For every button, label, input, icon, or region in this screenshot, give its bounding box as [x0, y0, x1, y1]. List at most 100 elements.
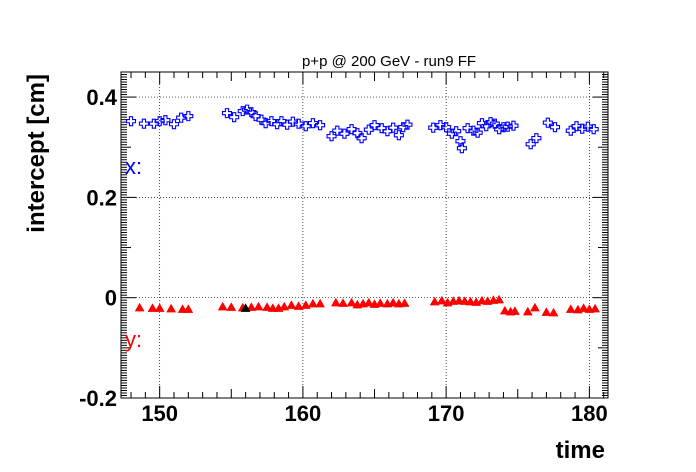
x-intercept-point [388, 122, 399, 133]
series-label-x: x: [125, 154, 142, 179]
x-intercept-point [356, 133, 367, 144]
x-intercept-point [393, 130, 404, 141]
x-intercept-point [382, 126, 393, 137]
x-intercept-point [472, 127, 483, 138]
y-intercept-point [454, 295, 464, 305]
y-intercept-point [509, 306, 520, 315]
x-intercept-point [160, 115, 171, 126]
x-intercept-point [456, 143, 467, 154]
x-intercept-point [462, 123, 473, 134]
x-intercept-point [363, 124, 374, 135]
x-intercept-point [221, 108, 233, 119]
x-intercept-point [446, 128, 457, 139]
y-intercept-point [499, 305, 510, 315]
y-intercept-point [565, 304, 576, 313]
y-intercept-point [346, 297, 357, 307]
y-intercept-point [494, 294, 505, 304]
y-intercept-point [240, 303, 251, 312]
x-intercept-point [256, 114, 267, 125]
x-intercept-point [398, 122, 409, 133]
y-intercept-point [183, 304, 194, 313]
y-intercept-point [590, 303, 601, 313]
y-tick-label: -0.2 [79, 386, 117, 411]
x-intercept-point [485, 117, 496, 128]
x-intercept-point [326, 131, 337, 142]
y-intercept-point [477, 295, 487, 305]
x-intercept-point [451, 126, 462, 137]
y-intercept-point [279, 301, 290, 311]
x-intercept-point [183, 111, 194, 122]
x-intercept-point [588, 124, 599, 135]
x-tick-label: 170 [428, 401, 465, 426]
x-intercept-point [549, 122, 561, 133]
y-intercept-point [226, 302, 237, 311]
marks-layer [125, 104, 601, 317]
y-intercept-point [541, 307, 552, 316]
y-intercept-point [522, 306, 533, 316]
x-intercept-point [315, 120, 326, 131]
y-intercept-point [436, 295, 447, 305]
x-intercept-point [176, 112, 187, 123]
y-intercept-point [147, 303, 158, 312]
y-intercept-point [330, 297, 341, 307]
x-intercept-point [531, 133, 542, 144]
x-intercept-point [246, 107, 257, 118]
x-intercept-point [481, 121, 492, 132]
y-intercept-point [217, 301, 228, 311]
y-tick-label: 0.2 [86, 185, 117, 210]
y-intercept-point [530, 302, 540, 312]
series-label-y: y: [125, 327, 142, 352]
x-intercept-point [307, 118, 318, 129]
x-intercept-point [138, 118, 149, 129]
x-intercept-point [565, 125, 576, 136]
ticks-layer [121, 71, 608, 399]
y-intercept-point [308, 298, 318, 308]
y-intercept-point [300, 300, 311, 309]
y-intercept-point [548, 307, 559, 317]
y-axis-label: intercept [cm] [23, 74, 50, 233]
x-intercept-point [287, 116, 298, 127]
x-intercept-point [148, 118, 159, 129]
y-intercept-point [286, 300, 297, 309]
y-intercept-point [253, 301, 264, 311]
y-intercept-point [578, 303, 589, 312]
y-intercept-point [465, 296, 476, 306]
y-tick-label: 0.4 [86, 85, 117, 110]
y-tick-label: 0 [105, 286, 117, 311]
x-intercept-point [282, 119, 293, 130]
x-intercept-point [369, 120, 380, 131]
y-intercept-point [429, 296, 440, 306]
y-intercept-point [363, 297, 374, 307]
x-intercept-point [352, 128, 363, 139]
y-intercept-point [375, 298, 386, 307]
y-intercept-point [166, 303, 177, 313]
x-intercept-point [332, 125, 343, 136]
y-intercept-point [459, 296, 470, 305]
x-intercept-point [168, 119, 180, 130]
x-intercept-point [237, 106, 248, 117]
y-intercept-point [262, 302, 273, 311]
y-intercept-point [246, 302, 257, 311]
y-intercept-point [338, 298, 348, 307]
y-intercept-point [388, 297, 399, 307]
x-intercept-point [339, 128, 350, 139]
x-axis-label: time [556, 437, 605, 464]
x-intercept-point [525, 139, 536, 150]
y-intercept-point [315, 298, 326, 308]
x-intercept-point [300, 121, 311, 132]
x-intercept-point [229, 112, 240, 123]
grid-layer [121, 72, 608, 399]
x-intercept-point [494, 124, 505, 135]
chart-title: p+p @ 200 GeV - run9 FF [302, 53, 476, 70]
labels-layer: 150 160 170 180 -0.2 0 0.2 0.4 x: y: [79, 85, 608, 426]
x-intercept-point [402, 119, 413, 130]
plot-frame [120, 71, 609, 399]
x-intercept-point [455, 136, 466, 147]
x-intercept-point [125, 116, 137, 127]
x-intercept-point [435, 120, 446, 131]
x-tick-label: 180 [571, 401, 608, 426]
x-tick-label: 160 [285, 401, 322, 426]
x-tick-label: 150 [141, 401, 178, 426]
y-intercept-point [134, 302, 145, 312]
